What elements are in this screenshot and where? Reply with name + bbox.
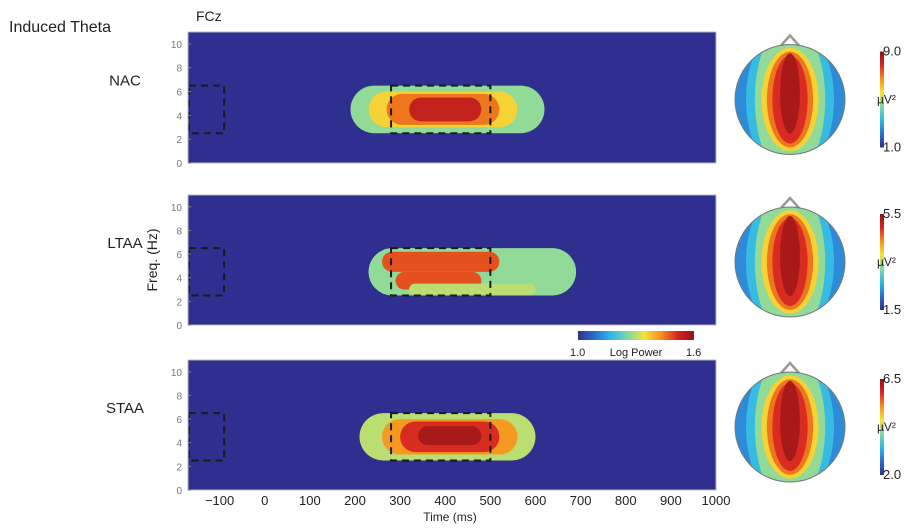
power-blob-staa-3 (418, 426, 482, 446)
topomap-unit-label-staa: µV² (877, 420, 896, 434)
heatmap-blobs-ltaa (368, 248, 577, 296)
analysis-window-ltaa (390, 247, 492, 297)
y-tick-label-ltaa-2: 4 (176, 274, 182, 285)
x-tick-label-0: −100 (205, 493, 234, 508)
y-tick-label-nac-1: 2 (176, 135, 182, 146)
topomap-contour-staa-6 (780, 380, 800, 462)
topomap-nac (735, 44, 845, 155)
y-tick-label-ltaa-3: 6 (176, 250, 182, 261)
y-tick-label-ltaa-4: 8 (176, 226, 182, 237)
analysis-window-nac (390, 84, 492, 135)
y-tick-label-nac-0: 0 (176, 159, 182, 170)
panel-frame-ltaa (187, 194, 717, 326)
colorbar-max-label: 1.6 (686, 347, 701, 359)
baseline-window-staa (188, 412, 226, 462)
y-tick-label-staa-5: 10 (171, 368, 183, 379)
topomap-colorbar-ltaa (880, 214, 884, 310)
panel-frame-nac (187, 31, 717, 164)
y-tick-label-nac-3: 6 (176, 88, 182, 99)
y-tick-label-staa-0: 0 (176, 486, 182, 497)
nose-icon-nac (780, 33, 800, 47)
topomap-contour-nac-6 (780, 53, 800, 134)
power-blob-ltaa-3 (409, 283, 536, 296)
y-tick-label-staa-3: 6 (176, 415, 182, 426)
topomap-min-label-ltaa: 1.5 (883, 302, 901, 317)
analysis-window-staa (390, 412, 492, 462)
y-tick-label-nac-2: 4 (176, 111, 182, 122)
x-tick-label-7: 600 (525, 493, 547, 508)
x-tick-label-6: 500 (480, 493, 502, 508)
topomap-unit-label-ltaa: µV² (877, 255, 896, 269)
topomap-max-label-ltaa: 5.5 (883, 206, 901, 221)
power-blob-nac-3 (409, 97, 482, 122)
topomap-max-label-staa: 6.5 (883, 371, 901, 386)
x-tick-label-3: 200 (344, 493, 366, 508)
x-tick-label-9: 800 (615, 493, 637, 508)
topomap-colorbar-nac (880, 51, 884, 148)
x-tick-label-8: 700 (570, 493, 592, 508)
colorbar-title: Log Power (610, 347, 663, 359)
colorbar-min-label: 1.0 (570, 347, 585, 359)
topomap-colorbar-staa (880, 379, 884, 475)
y-tick-label-ltaa-1: 2 (176, 297, 182, 308)
figure-title: Induced Theta (9, 19, 112, 36)
head-outline-ltaa (734, 206, 846, 318)
head-outline-nac (734, 44, 846, 155)
condition-label-staa: STAA (106, 400, 144, 417)
y-tick-label-nac-4: 8 (176, 64, 182, 75)
panel-frame-staa (187, 359, 717, 491)
y-tick-label-staa-4: 8 (176, 391, 182, 402)
condition-label-ltaa: LTAA (107, 235, 142, 252)
x-axis-label: Time (ms) (423, 510, 477, 524)
y-tick-label-nac-5: 10 (171, 40, 183, 51)
heatmap-blobs-staa (359, 413, 536, 461)
baseline-window-nac (188, 84, 226, 135)
topomap-contour-ltaa-6 (780, 215, 800, 297)
x-tick-label-2: 100 (299, 493, 321, 508)
topomap-staa (735, 372, 845, 482)
heatmap-blobs-nac (350, 85, 545, 134)
nose-icon-ltaa (780, 196, 800, 209)
baseline-window-ltaa (188, 247, 226, 297)
condition-label-nac: NAC (109, 73, 141, 90)
y-tick-label-ltaa-5: 10 (171, 203, 183, 214)
y-axis-label: Freq. (Hz) (144, 229, 160, 292)
nose-icon-staa (780, 361, 800, 374)
x-tick-label-10: 900 (660, 493, 682, 508)
x-tick-label-5: 400 (434, 493, 456, 508)
x-tick-label-4: 300 (389, 493, 411, 508)
topomap-unit-label-nac: µV² (877, 93, 896, 107)
topomap-min-label-nac: 1.0 (883, 140, 901, 155)
head-outline-staa (734, 371, 846, 483)
electrode-label: FCz (196, 8, 222, 24)
topomap-min-label-staa: 2.0 (883, 467, 901, 482)
y-tick-label-staa-1: 2 (176, 462, 182, 473)
y-tick-label-ltaa-0: 0 (176, 321, 182, 332)
x-tick-label-1: 0 (261, 493, 268, 508)
power-blob-ltaa-1 (382, 251, 500, 272)
y-tick-label-staa-2: 4 (176, 439, 182, 450)
x-tick-label-11: 1000 (702, 493, 731, 508)
topomap-max-label-nac: 9.0 (883, 44, 901, 59)
topomap-ltaa (735, 207, 845, 317)
log-power-colorbar (578, 331, 694, 340)
